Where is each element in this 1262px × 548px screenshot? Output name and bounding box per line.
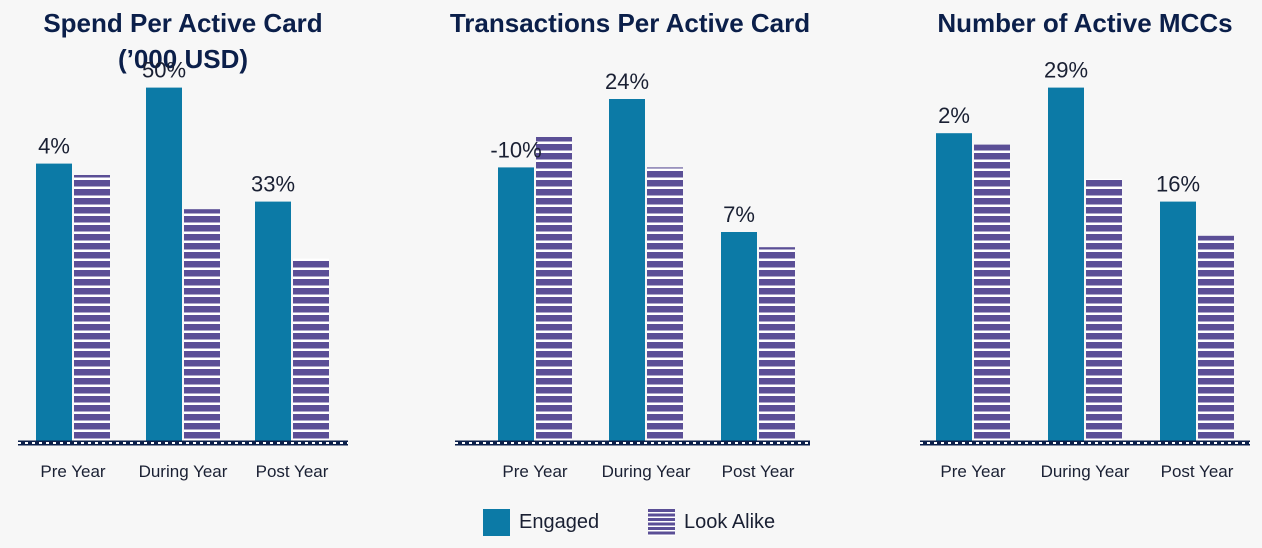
pct-label-during-year: 29% bbox=[1044, 58, 1088, 83]
tick-label-pre-year: Pre Year bbox=[40, 462, 106, 481]
pct-label-during-year: 50% bbox=[142, 58, 186, 83]
spend-chart: Spend Per Active Card (’000 USD) 4% Pre Yea… bbox=[18, 8, 348, 481]
bar-engaged-during-year bbox=[609, 99, 645, 441]
bar-engaged-during-year bbox=[1048, 87, 1084, 441]
bar-look-alike-post-year bbox=[1198, 235, 1234, 441]
chart-title: Transactions Per Active Card bbox=[450, 8, 810, 38]
bar-look-alike-pre-year bbox=[74, 175, 110, 441]
transactions-chart: Transactions Per Active Card -10% Pre Year… bbox=[450, 8, 810, 481]
tick-label-during-year: During Year bbox=[602, 462, 691, 481]
bar-look-alike-pre-year bbox=[974, 144, 1010, 441]
tick-label-pre-year: Pre Year bbox=[940, 462, 1006, 481]
legend-swatch-lookalike bbox=[648, 508, 675, 536]
bar-look-alike-during-year bbox=[647, 167, 683, 441]
legend-label-lookalike: Look Alike bbox=[684, 510, 776, 533]
pct-label-post-year: 33% bbox=[251, 172, 295, 197]
bar-look-alike-during-year bbox=[184, 209, 220, 441]
chart-title: (’000 USD) bbox=[118, 44, 248, 74]
tick-label-post-year: Post Year bbox=[256, 462, 329, 481]
tick-label-during-year: During Year bbox=[1041, 462, 1130, 481]
bar-engaged-post-year bbox=[1160, 201, 1196, 441]
pct-label-post-year: 16% bbox=[1156, 172, 1200, 197]
bar-look-alike-during-year bbox=[1086, 178, 1122, 442]
bar-look-alike-pre-year bbox=[536, 137, 572, 441]
pct-label-pre-year: 4% bbox=[38, 134, 70, 159]
charts-area: Spend Per Active Card (’000 USD) 4% Pre Yea… bbox=[18, 8, 1250, 481]
legend-item-lookalike: Look Alike bbox=[648, 505, 775, 539]
pct-label-pre-year: -10% bbox=[490, 137, 541, 162]
tick-label-post-year: Post Year bbox=[1161, 462, 1234, 481]
bar-engaged-post-year bbox=[255, 201, 291, 441]
mccs-chart: Number of Active MCCs 2% Pre Year 29% During… bbox=[920, 8, 1250, 481]
pct-label-post-year: 7% bbox=[723, 202, 755, 227]
tick-label-pre-year: Pre Year bbox=[502, 462, 568, 481]
bar-engaged-pre-year bbox=[936, 133, 972, 441]
bar-engaged-pre-year bbox=[498, 167, 534, 441]
legend-item-engaged: Engaged bbox=[483, 505, 599, 539]
chart-title: Number of Active MCCs bbox=[937, 8, 1232, 38]
chart-title: Spend Per Active Card bbox=[43, 8, 322, 38]
bar-look-alike-post-year bbox=[293, 258, 329, 441]
bar-look-alike-post-year bbox=[759, 247, 795, 441]
bar-engaged-pre-year bbox=[36, 163, 72, 441]
legend-label-engaged: Engaged bbox=[519, 510, 600, 533]
bar-engaged-post-year bbox=[721, 232, 757, 441]
legend: Engaged Look Alike bbox=[0, 505, 1262, 539]
tick-label-during-year: During Year bbox=[139, 462, 228, 481]
pct-label-during-year: 24% bbox=[605, 69, 649, 94]
legend-swatch-engaged bbox=[483, 508, 510, 536]
pct-label-pre-year: 2% bbox=[938, 103, 970, 128]
tick-label-post-year: Post Year bbox=[722, 462, 795, 481]
bar-engaged-during-year bbox=[146, 87, 182, 441]
